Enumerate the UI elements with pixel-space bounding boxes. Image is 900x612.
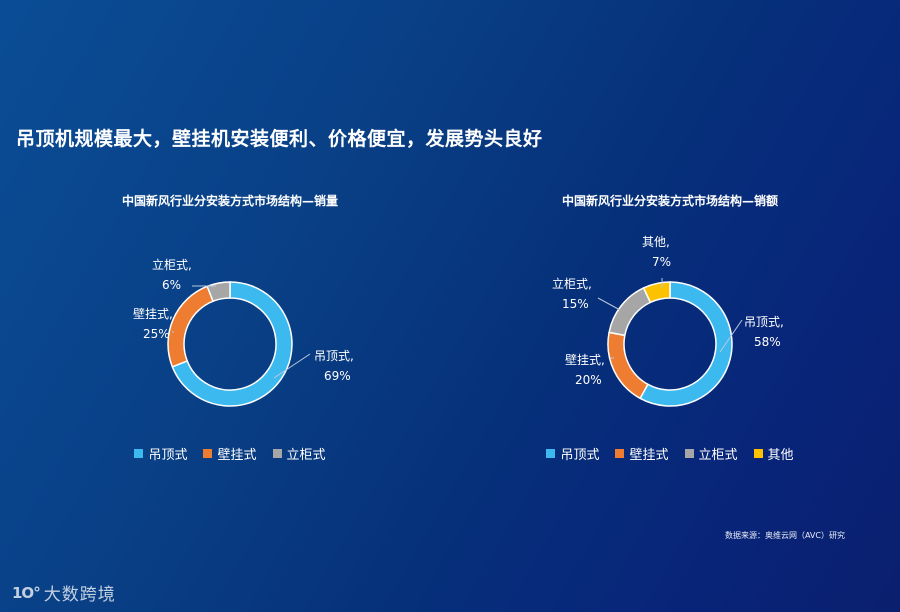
data-label-value: 15% xyxy=(562,297,589,311)
slice-cabinet xyxy=(206,281,231,303)
chart-legend: 吊顶式 壁挂式 立柜式 xyxy=(15,444,445,463)
legend-label: 立柜式 xyxy=(698,448,738,463)
data-label-name: 立柜式, xyxy=(152,257,192,272)
data-label-name: 壁挂式, xyxy=(565,352,605,367)
label-leader-line xyxy=(273,353,311,379)
legend-item-other: 其他 xyxy=(753,444,794,463)
slice-ceiling xyxy=(171,281,293,407)
data-label-name: 立柜式, xyxy=(552,276,592,291)
slice-other xyxy=(642,281,671,304)
legend-swatch xyxy=(546,449,556,458)
slice-ceiling xyxy=(639,281,733,407)
slice-cabinet xyxy=(608,286,652,337)
watermark-mark: 1O° xyxy=(12,583,41,602)
data-label-name: 壁挂式, xyxy=(133,306,173,321)
legend-item-cabinet: 立柜式 xyxy=(684,444,738,463)
label-leader-line xyxy=(719,319,743,353)
data-label-value: 58% xyxy=(754,335,781,349)
legend-swatch xyxy=(272,449,282,458)
legend-label: 其他 xyxy=(767,448,794,463)
legend-item-ceiling: 吊顶式 xyxy=(134,444,187,463)
legend-label: 吊顶式 xyxy=(148,448,188,463)
legend-label: 吊顶式 xyxy=(560,448,600,463)
donut-chart-volume: 吊顶式, 69% 壁挂式, 25% 立柜式, 6% xyxy=(133,257,354,407)
legend-swatch xyxy=(753,449,763,458)
donut-chart-value: 吊顶式, 58% 壁挂式, 20% 立柜式, 15% 其他, 7% xyxy=(552,235,784,407)
slice-wall xyxy=(167,285,215,368)
legend-label: 壁挂式 xyxy=(629,448,669,463)
data-label-value: 20% xyxy=(575,373,602,387)
data-label-name: 其他, xyxy=(642,235,670,249)
legend-item-ceiling: 吊顶式 xyxy=(546,444,599,463)
data-label-name: 吊顶式, xyxy=(314,349,354,363)
page-headline: 吊顶机规模最大，壁挂机安装便利、价格便宜，发展势头良好 xyxy=(16,128,543,150)
legend-label: 壁挂式 xyxy=(217,448,257,463)
data-label-value: 69% xyxy=(324,369,351,383)
label-leader-line xyxy=(597,297,621,311)
chart-title: 中国新风行业分安装方式市场结构—销量 xyxy=(121,194,338,208)
sales-volume-chart: 中国新风行业分安装方式市场结构—销量 吊顶式, 69% 壁挂式, 25% 立柜式, 6% … xyxy=(15,186,445,476)
legend-item-wall: 壁挂式 xyxy=(203,444,257,463)
data-source-note: 数据来源：奥维云网（AVC）研究 xyxy=(724,531,845,540)
legend-swatch xyxy=(134,449,144,458)
legend-swatch xyxy=(684,449,694,458)
chart-legend: 吊顶式 壁挂式 立柜式 其他 xyxy=(455,444,885,463)
legend-swatch xyxy=(203,449,213,458)
watermark-text: 大数跨境 xyxy=(43,585,116,605)
watermark-logo: 1O° 大数跨境 xyxy=(12,580,116,606)
chart-title: 中国新风行业分安装方式市场结构—销额 xyxy=(561,194,778,208)
sales-value-chart: 中国新风行业分安装方式市场结构—销额 吊顶式, 58% 壁挂式, 20% 立柜式, 15%… xyxy=(455,186,885,476)
slice-wall xyxy=(607,331,649,400)
data-label-value: 6% xyxy=(162,278,181,292)
data-label-value: 25% xyxy=(143,327,170,341)
legend-item-wall: 壁挂式 xyxy=(615,444,669,463)
legend-swatch xyxy=(615,449,625,458)
data-label-value: 7% xyxy=(652,255,671,269)
legend-item-cabinet: 立柜式 xyxy=(272,444,326,463)
legend-label: 立柜式 xyxy=(286,448,326,463)
data-label-name: 吊顶式, xyxy=(744,315,784,329)
